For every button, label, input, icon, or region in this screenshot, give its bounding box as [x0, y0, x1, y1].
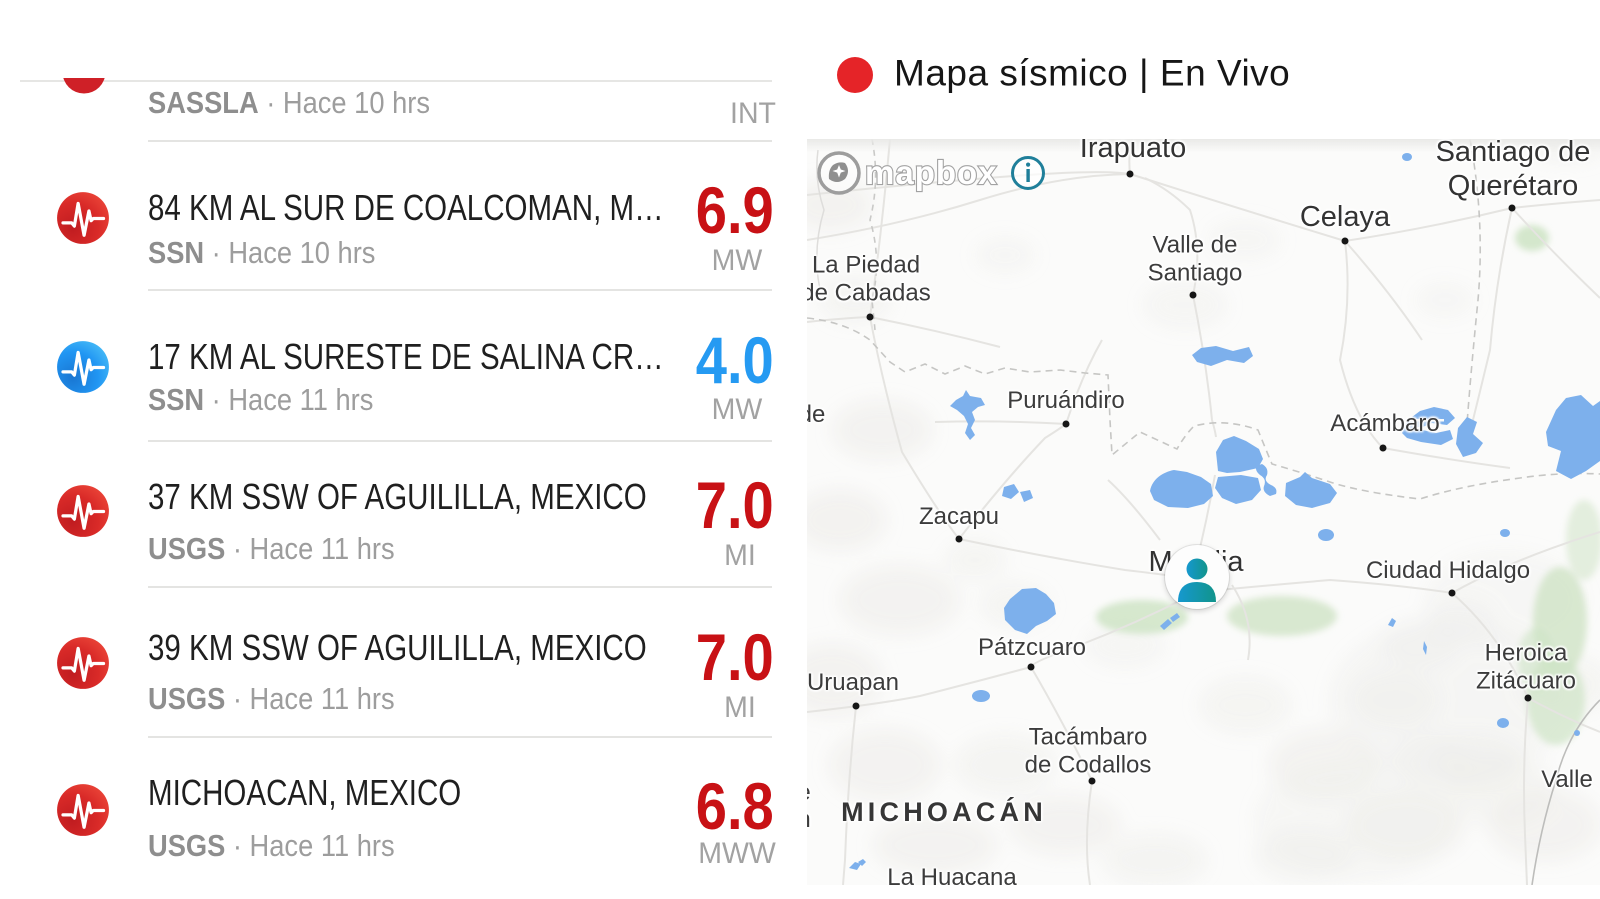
svg-text:mapbox: mapbox [865, 154, 998, 191]
